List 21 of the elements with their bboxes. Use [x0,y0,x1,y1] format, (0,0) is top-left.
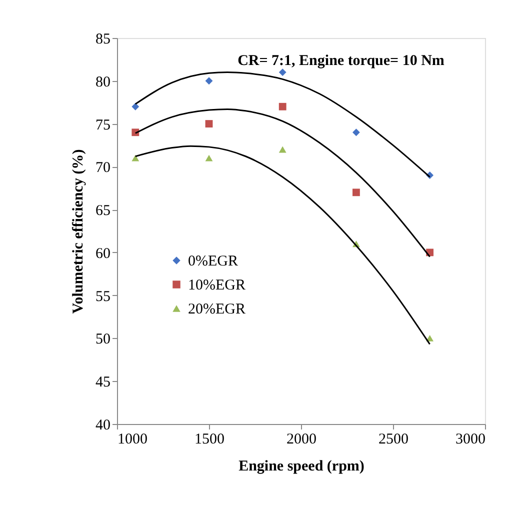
legend-label: 20%EGR [188,302,246,318]
y-axis-title: Volumetric efficiency (%) [70,149,86,314]
y-tick-label: 60 [96,246,110,262]
x-axis-title: Engine speed (rpm) [238,458,364,474]
y-tick-label: 70 [96,160,110,176]
y-tick-label: 65 [96,203,110,220]
y-tick-label: 55 [96,288,110,305]
x-tick-label: 1000 [118,432,148,448]
y-tick-label: 80 [96,74,110,90]
text: CR= 7:1, Engine torque= 10 Nm [238,53,445,69]
y-tick-label: 85 [96,32,110,48]
legend-label: 10%EGR [188,278,246,294]
legend-label: 0%EGR [188,254,238,270]
y-tick-label: 40 [96,418,110,434]
y-tick-label: 75 [96,117,110,134]
x-tick-label: 3000 [456,432,486,448]
y-tick-label: 50 [96,332,110,348]
y-tick-label: 45 [96,374,110,391]
x-tick-label: 1500 [194,432,224,448]
x-tick-label: 2500 [378,432,408,448]
x-tick-label: 2000 [286,432,316,448]
